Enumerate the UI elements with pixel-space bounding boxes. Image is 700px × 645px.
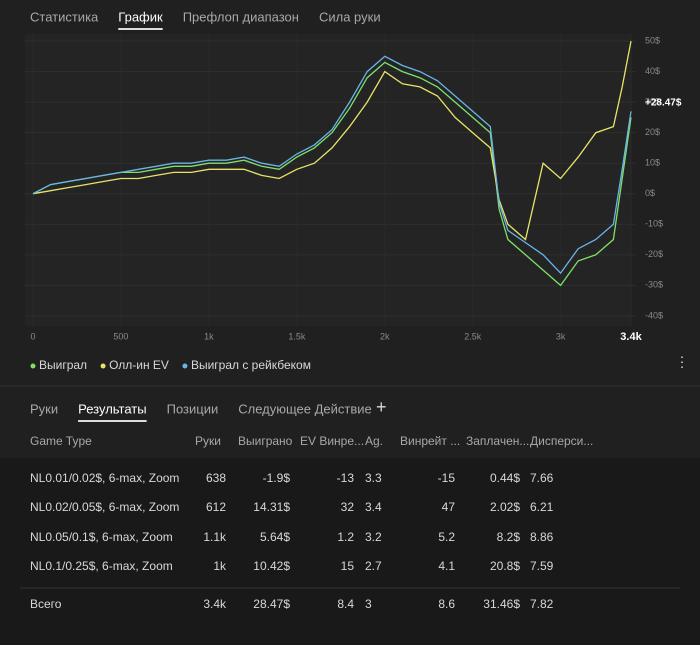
legend-dot [100, 363, 106, 369]
y-tick-label: 20$ [645, 127, 660, 137]
tab[interactable]: Префлоп диапазон [183, 9, 299, 24]
y-tick-label: -20$ [645, 249, 663, 259]
table-cell: 14.31$ [253, 500, 290, 514]
column-header[interactable]: Руки [195, 434, 221, 448]
x-tick-label: 0 [30, 331, 35, 341]
table-cell: 7.59 [530, 559, 554, 573]
column-header[interactable]: Дисперси... [530, 434, 593, 448]
x-tick-label: 3.4k [620, 331, 642, 343]
table-cell: 4.1 [438, 559, 455, 573]
table-cell: 5.2 [438, 530, 455, 544]
annotation: +28.47$ [645, 98, 682, 109]
column-header[interactable]: Ag. [365, 434, 383, 448]
table-cell: 0.44$ [490, 471, 520, 485]
menu-icon[interactable]: ⋮ [675, 354, 689, 370]
table-cell: 5.64$ [260, 530, 290, 544]
legend-dot [182, 363, 188, 369]
y-tick-label: 0$ [645, 188, 655, 198]
table-cell: 1k [213, 559, 227, 573]
table-cell: 2.02$ [490, 500, 520, 514]
y-tick-label: 40$ [645, 66, 660, 76]
table-body-bg [0, 458, 700, 645]
tab[interactable]: График [118, 9, 163, 24]
y-tick-label: -30$ [645, 280, 663, 290]
table-cell: 31.46$ [483, 597, 520, 611]
table-cell: NL0.01/0.02$, 6-max, Zoom [30, 471, 179, 485]
add-tab[interactable]: + [376, 397, 387, 417]
x-tick-label: 2.5k [464, 331, 482, 341]
table-cell: 612 [206, 500, 226, 514]
table-cell: 1.2 [337, 530, 354, 544]
column-header[interactable]: Game Type [30, 434, 92, 448]
tab-underline [78, 420, 147, 422]
table-cell: NL0.05/0.1$, 6-max, Zoom [30, 530, 173, 544]
table-cell: 2.7 [365, 559, 382, 573]
table-cell: 7.66 [530, 471, 554, 485]
column-header[interactable]: Выиграно [238, 434, 293, 448]
series-line [32, 40, 632, 241]
table-cell: 3 [365, 597, 372, 611]
table-cell: NL0.1/0.25$, 6-max, Zoom [30, 559, 173, 573]
x-tick-label: 3k [556, 331, 566, 341]
x-tick-label: 500 [113, 331, 128, 341]
table-cell: 8.6 [438, 597, 455, 611]
tab[interactable]: Руки [30, 401, 58, 416]
tab[interactable]: Статистика [30, 9, 99, 24]
tab[interactable]: Следующее Действие [238, 401, 372, 416]
column-header[interactable]: EV Винре... [300, 434, 364, 448]
y-tick-label: 50$ [645, 35, 660, 45]
y-tick-label: 30$ [645, 97, 660, 107]
table-cell: 10.42$ [253, 559, 290, 573]
table-cell: 8.86 [530, 530, 554, 544]
y-tick-label: -40$ [645, 310, 663, 320]
table-cell: 3.2 [365, 530, 382, 544]
table-cell: 47 [442, 500, 456, 514]
table-cell: Всего [30, 597, 62, 611]
table-cell: 1.1k [203, 530, 227, 544]
column-header[interactable]: Заплачен... [466, 434, 529, 448]
table-cell: 7.82 [530, 597, 554, 611]
table-cell: 638 [206, 471, 226, 485]
series-line [32, 55, 632, 275]
table-cell: 8.2$ [497, 530, 521, 544]
table-cell: 32 [341, 500, 355, 514]
x-tick-label: 2k [380, 331, 390, 341]
tab[interactable]: Сила руки [319, 9, 381, 24]
series-line [32, 61, 632, 287]
table-cell: 6.21 [530, 500, 554, 514]
tab[interactable]: Позиции [167, 401, 219, 416]
x-tick-label: 1.5k [288, 331, 306, 341]
legend-dot [30, 363, 36, 369]
table-cell: 28.47$ [253, 597, 290, 611]
tab[interactable]: Результаты [78, 401, 146, 416]
legend-label[interactable]: Олл-ин EV [109, 358, 169, 372]
y-tick-label: -10$ [645, 219, 663, 229]
plot-area [25, 34, 631, 326]
table-cell: 20.8$ [490, 559, 520, 573]
table-cell: 3.4 [365, 500, 382, 514]
column-header[interactable]: Винрейт ... [400, 434, 460, 448]
y-tick-label: 10$ [645, 158, 660, 168]
table-cell: 3.3 [365, 471, 382, 485]
table-cell: -13 [337, 471, 355, 485]
legend-label[interactable]: Выиграл [39, 358, 87, 372]
tab-underline [118, 28, 163, 30]
table-cell: 15 [341, 559, 355, 573]
table-cell: 3.4k [203, 597, 227, 611]
table-cell: -1.9$ [263, 471, 291, 485]
legend-label[interactable]: Выиграл с рейкбеком [191, 358, 311, 372]
table-cell: -15 [438, 471, 456, 485]
table-cell: 8.4 [337, 597, 354, 611]
table-cell: NL0.02/0.05$, 6-max, Zoom [30, 500, 179, 514]
x-tick-label: 1k [204, 331, 214, 341]
